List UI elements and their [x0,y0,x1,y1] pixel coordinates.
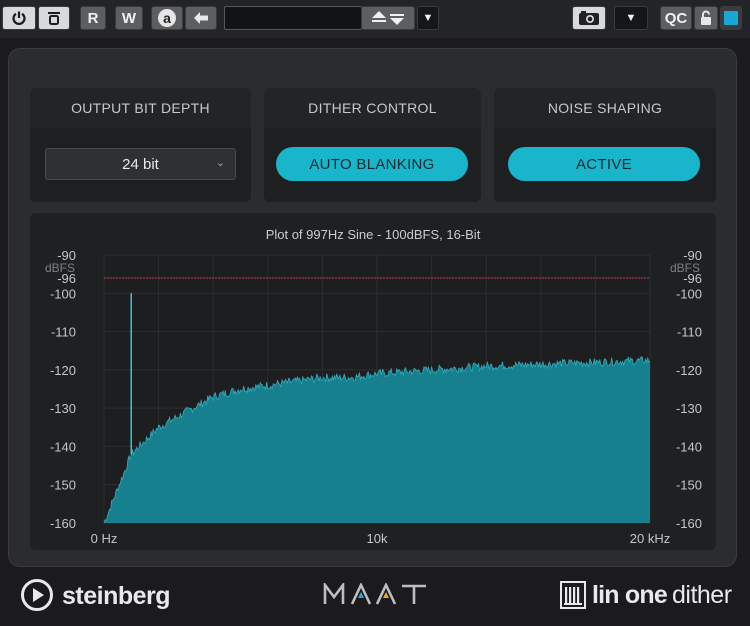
lock-icon [701,10,711,25]
preset-arrows-icon [372,11,404,25]
noise-shaping-panel: NOISE SHAPING ACTIVE [494,88,716,202]
host-toolbar: R W a ▼ ▼ QC [0,0,750,38]
dither-control-panel: DITHER CONTROL AUTO BLANKING [264,88,481,202]
dither-control-title: DITHER CONTROL [308,100,437,116]
chevron-down-icon: ▼ [625,12,637,24]
snapshot-button[interactable] [572,6,606,30]
x-tick-label: 10k [367,531,388,546]
y-tick-label-left: -100 [50,286,76,301]
read-automation-button[interactable]: R [80,6,106,30]
write-automation-button[interactable]: W [115,6,143,30]
y-tick-label-left: -120 [50,363,76,378]
power-icon [12,11,26,25]
y-unit-left: dBFS [45,261,75,275]
y-tick-label-right: -90 [683,248,702,263]
dither-control-body: AUTO BLANKING [264,128,481,202]
x-axis: 0 Hz 10k 20 kHz [91,531,671,546]
noise-floor-area [104,356,650,523]
chevron-down-icon: ⌄ [215,157,225,169]
y-unit-right: dBFS [670,261,700,275]
plot-title: Plot of 997Hz Sine - 100dBFS, 16-Bit [265,227,481,242]
y-tick-label-left: -90 [57,248,76,263]
arrow-left-icon [194,12,208,24]
noise-shaping-body: ACTIVE [494,128,716,202]
y-tick-label-right: -96 [683,271,702,286]
y-tick-label-right: -130 [676,401,702,416]
power-button[interactable] [2,6,36,30]
y-axis-right: -90 -96-100 -110 -120 -130 -140 -150 -160 [676,248,702,531]
y-tick-label-right: -110 [677,325,702,340]
y-tick-label-right: -150 [676,478,702,493]
camera-icon [579,11,599,25]
preset-menu-button[interactable]: ▼ [417,6,439,30]
lock-button[interactable] [694,6,718,30]
y-tick-label-left: -150 [50,478,76,493]
y-tick-label-right: -120 [676,363,702,378]
spectrum-plot: dBFS dBFS -90-96-100-110-120-130-140-150… [45,248,702,546]
auto-blanking-button[interactable]: AUTO BLANKING [276,147,468,181]
maat-logo [323,583,426,605]
plugin-footer: steinberg lin one dither [0,567,750,626]
bit-depth-select[interactable]: 24 bit ⌄ [45,148,236,180]
preset-name-field[interactable] [224,6,362,30]
y-axis-left: -90 -96-100 -110 -120 -130 -140 -150 -160 [50,248,76,531]
steinberg-logo-text: steinberg [62,582,171,610]
lin-one-logo-icon [560,581,586,609]
y-tick-label-left: -96 [57,271,76,286]
dither-text: dither [672,581,732,609]
output-bit-depth-title: OUTPUT BIT DEPTH [71,100,210,116]
noise-floor-edge [103,356,651,524]
preset-up-down-button[interactable] [361,6,415,30]
y-tick-label-left: -140 [50,439,76,454]
x-tick-label: 0 Hz [91,531,118,546]
options-menu-button[interactable]: ▼ [614,6,648,30]
output-bit-depth-panel: OUTPUT BIT DEPTH 24 bit ⌄ [30,88,251,202]
noise-shaping-title: NOISE SHAPING [547,100,663,116]
output-bit-depth-body: 24 bit ⌄ [30,128,251,202]
steinberg-logo-icon [21,579,53,611]
spectrum-plot-panel: Plot of 997Hz Sine - 100dBFS, 16-Bit dBF… [30,213,716,550]
y-tick-label-left: -130 [50,401,76,416]
y-tick-label-left: -110 [51,325,76,340]
y-tick-label-left: -160 [50,516,76,531]
bit-depth-value: 24 bit [122,155,159,173]
lin-one-text: lin one [592,581,668,609]
y-tick-label-right: -160 [676,516,702,531]
bypass-icon [48,12,60,25]
x-tick-label: 20 kHz [630,531,670,546]
noise-shaping-active-button[interactable]: ACTIVE [508,147,700,181]
qc-button[interactable]: QC [660,6,692,30]
y-tick-label-right: -140 [676,439,702,454]
chevron-down-icon: ▼ [422,12,434,24]
color-indicator[interactable] [720,6,742,30]
auto-icon: a [158,9,176,27]
color-swatch [724,11,738,25]
auto-button[interactable]: a [151,6,183,30]
y-tick-label-right: -100 [676,286,702,301]
preset-back-button[interactable] [185,6,217,30]
bypass-button[interactable] [38,6,70,30]
